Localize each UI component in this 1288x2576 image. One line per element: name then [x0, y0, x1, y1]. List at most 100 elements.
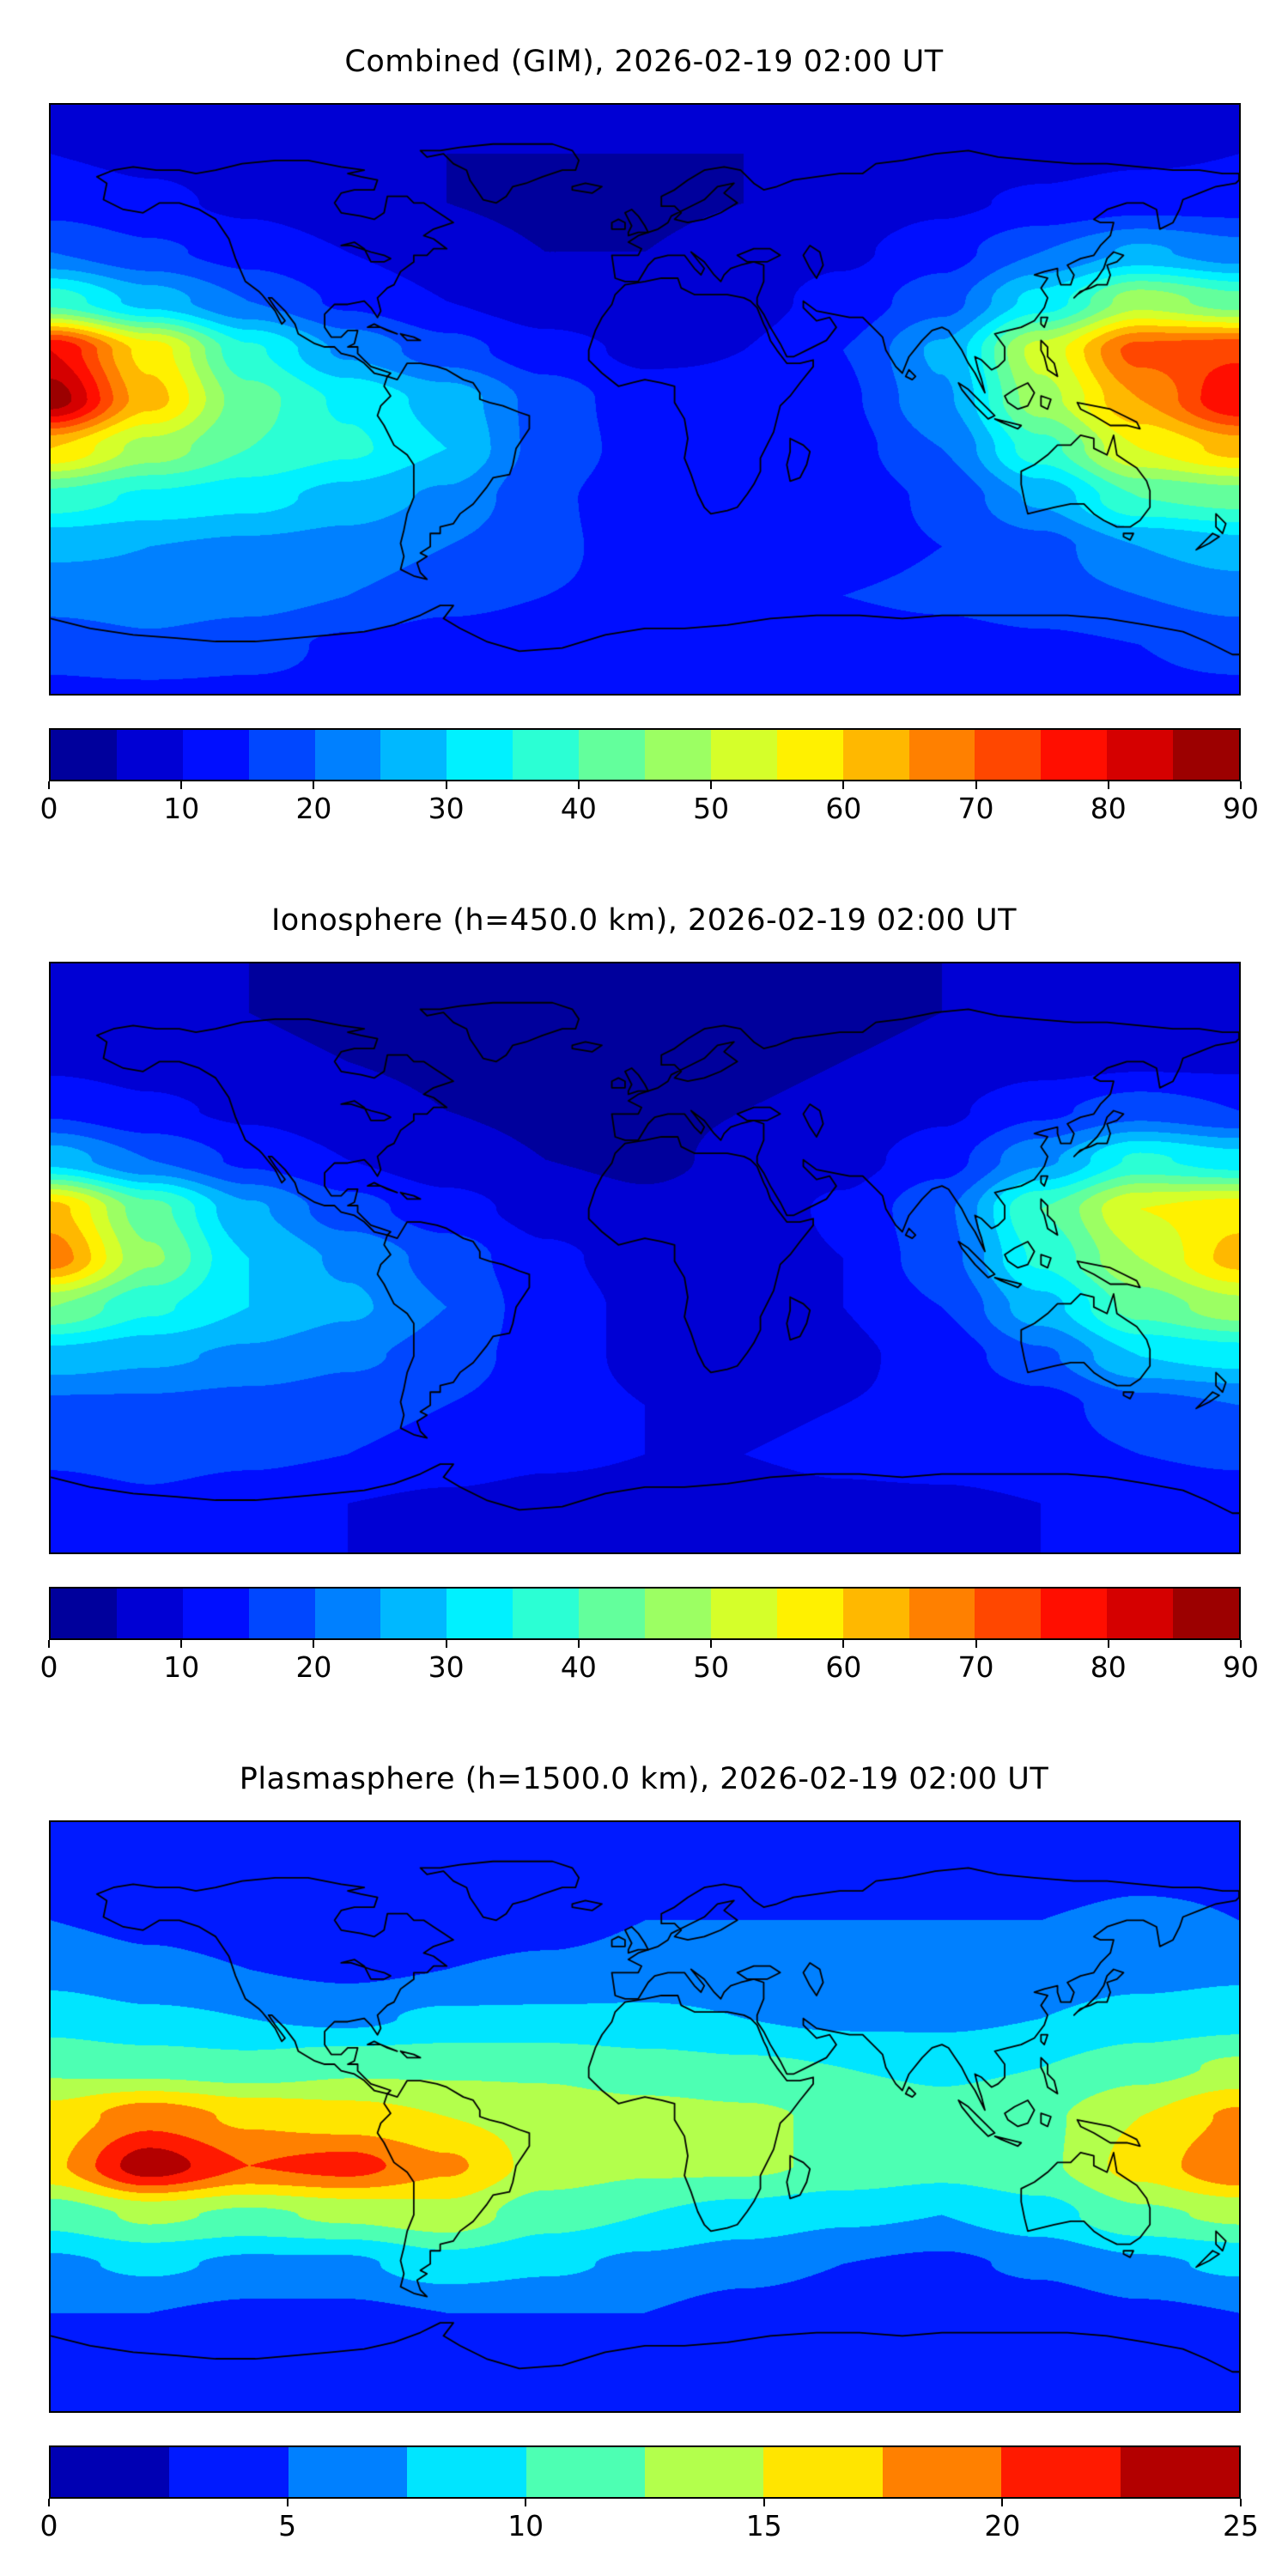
colorbar-tick-mark: [313, 1640, 315, 1648]
colorbar-tick-label: 30: [428, 1650, 465, 1684]
colorbar-frame-ionosphere: [49, 1587, 1241, 1640]
colorbar-tick-label: 0: [39, 2509, 58, 2543]
colorbar-ticks-combined: 0 10 20 30 40 50 60 70 80 90: [40, 781, 1259, 836]
colorbar-tick-mark: [762, 2499, 765, 2506]
colorbar-segment: [1041, 730, 1108, 780]
colorbar-tick-label: 80: [1090, 792, 1127, 825]
colorbar-tick-label: 20: [295, 1650, 332, 1684]
colorbar-segment: [579, 730, 646, 780]
colorbar-tick-mark: [286, 2499, 289, 2506]
colorbar-tick-mark: [48, 2499, 50, 2506]
colorbar-segment: [182, 730, 249, 780]
colorbar-combined: [51, 730, 1240, 780]
colorbar-tick-mark: [975, 1640, 977, 1648]
colorbar-segment: [380, 730, 447, 780]
colorbar-segment: [447, 730, 513, 780]
colorbar-segment: [1120, 2447, 1240, 2497]
colorbar-segment: [908, 730, 975, 780]
colorbar-segment: [526, 2447, 646, 2497]
colorbar-ionosphere: [51, 1589, 1240, 1638]
colorbar-tick-mark: [975, 781, 977, 789]
colorbar-tick-mark: [445, 781, 447, 789]
colorbar-tick-mark: [1107, 781, 1109, 789]
colorbar-tick-mark: [710, 781, 713, 789]
colorbar-tick-label: 0: [39, 792, 58, 825]
colorbar-tick-label: 20: [295, 792, 332, 825]
colorbar-segment: [116, 730, 183, 780]
colorbar-segment: [513, 730, 580, 780]
map-canvas-plasmasphere: [51, 1822, 1239, 2411]
colorbar-tick-mark: [525, 2499, 527, 2506]
colorbar-segment: [51, 730, 117, 780]
colorbar-tick-mark: [313, 781, 315, 789]
colorbar-segment: [169, 2447, 289, 2497]
colorbar-tick-label: 70: [957, 1650, 994, 1684]
colorbar-tick-mark: [710, 1640, 713, 1648]
colorbar-tick-mark: [577, 1640, 580, 1648]
colorbar-segment: [882, 2447, 1002, 2497]
colorbar-segment: [645, 2447, 764, 2497]
colorbar-tick-label: 15: [745, 2509, 782, 2543]
colorbar-frame-combined: [49, 728, 1241, 781]
colorbar-tick-mark: [1240, 781, 1242, 789]
colorbar-tick-label: 10: [163, 1650, 200, 1684]
colorbar-segment: [763, 2447, 883, 2497]
colorbar-segment: [579, 1589, 646, 1638]
colorbar-segment: [314, 730, 381, 780]
colorbar-tick-mark: [445, 1640, 447, 1648]
colorbar-tick-mark: [180, 781, 183, 789]
colorbar-tick-label: 50: [693, 1650, 730, 1684]
colorbar-tick-label: 30: [428, 792, 465, 825]
colorbar-segment: [116, 1589, 183, 1638]
map-combined: [49, 103, 1241, 696]
colorbar-tick-label: 90: [1223, 792, 1259, 825]
colorbar-segment: [842, 730, 909, 780]
colorbar-segment: [407, 2447, 526, 2497]
colorbar-tick-mark: [842, 781, 845, 789]
colorbar-segment: [248, 1589, 315, 1638]
colorbar-segment: [1107, 730, 1174, 780]
colorbar-tick-label: 50: [693, 792, 730, 825]
colorbar-segment: [513, 1589, 580, 1638]
colorbar-segment: [1001, 2447, 1121, 2497]
colorbar-frame-plasmasphere: [49, 2445, 1241, 2499]
colorbar-tick-label: 40: [560, 1650, 597, 1684]
colorbar-segment: [447, 1589, 513, 1638]
colorbar-plasmasphere: [51, 2447, 1240, 2497]
colorbar-segment: [975, 1589, 1042, 1638]
colorbar-segment: [710, 730, 777, 780]
colorbar-tick-label: 0: [39, 1650, 58, 1684]
colorbar-tick-label: 20: [984, 2509, 1021, 2543]
panel-title-plasmasphere: Plasmasphere (h=1500.0 km), 2026-02-19 0…: [239, 1762, 1049, 1796]
colorbar-tick-label: 10: [507, 2509, 544, 2543]
colorbar-segment: [975, 730, 1042, 780]
colorbar-tick-label: 90: [1223, 1650, 1259, 1684]
colorbar-segment: [248, 730, 315, 780]
colorbar-segment: [1173, 1589, 1240, 1638]
map-ionosphere: [49, 962, 1241, 1554]
panel-title-combined: Combined (GIM), 2026-02-19 02:00 UT: [344, 45, 944, 79]
colorbar-tick-label: 60: [825, 792, 862, 825]
colorbar-tick-label: 10: [163, 792, 200, 825]
colorbar-tick-mark: [48, 1640, 50, 1648]
colorbar-tick-mark: [842, 1640, 845, 1648]
colorbar-tick-label: 40: [560, 792, 597, 825]
colorbar-tick-label: 80: [1090, 1650, 1127, 1684]
colorbar-tick-label: 70: [957, 792, 994, 825]
panel-title-ionosphere: Ionosphere (h=450.0 km), 2026-02-19 02:0…: [270, 903, 1018, 938]
colorbar-segment: [288, 2447, 408, 2497]
colorbar-tick-label: 60: [825, 1650, 862, 1684]
colorbar-tick-mark: [1240, 2499, 1242, 2506]
colorbar-segment: [1041, 1589, 1108, 1638]
colorbar-segment: [314, 1589, 381, 1638]
colorbar-segment: [908, 1589, 975, 1638]
panel-combined: Combined (GIM), 2026-02-19 02:00 UT 0 10 2…: [0, 0, 1288, 859]
colorbar-segment: [1107, 1589, 1174, 1638]
colorbar-tick-mark: [577, 781, 580, 789]
colorbar-ticks-ionosphere: 0 10 20 30 40 50 60 70 80 90: [40, 1640, 1259, 1695]
colorbar-segment: [645, 1589, 711, 1638]
colorbar-segment: [645, 730, 711, 780]
colorbar-segment: [51, 2447, 170, 2497]
map-plasmasphere: [49, 1820, 1241, 2413]
